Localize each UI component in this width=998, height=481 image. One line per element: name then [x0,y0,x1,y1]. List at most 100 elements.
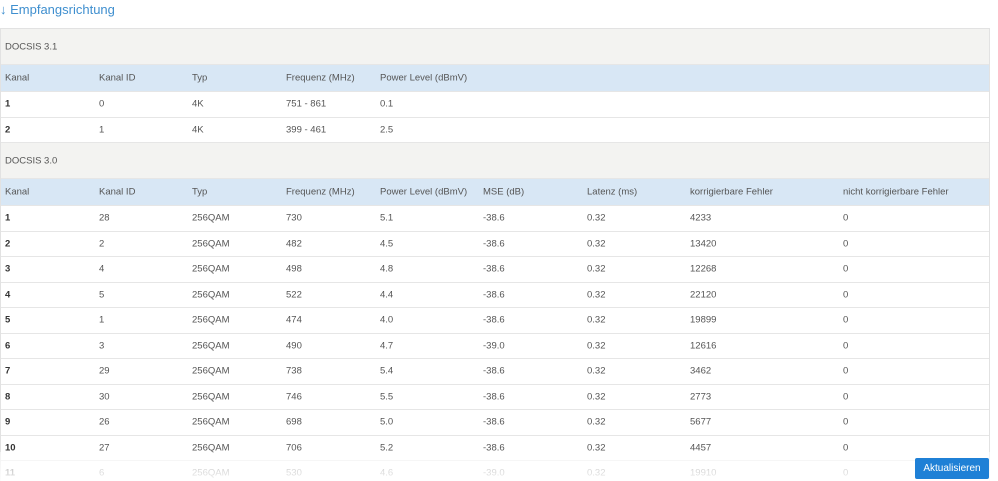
table-cell: 1 [5,98,11,110]
table-cell: 4.8 [380,263,394,275]
table-cell: 256QAM [192,263,230,275]
column-header: Power Level (dBmV) [380,186,468,198]
table-cell: 5.4 [380,365,394,377]
column-header: korrigierbare Fehler [690,186,773,198]
table-cell: 2 [99,238,105,250]
table-cell: -38.6 [483,314,505,326]
table-cell: 746 [286,391,302,403]
table-cell: 29 [99,365,110,377]
table-cell: 4457 [690,442,712,454]
table-cell: 13420 [690,238,717,250]
table-cell: 0.32 [587,212,606,224]
table-cell: 0 [99,98,105,110]
table-cell: 256QAM [192,212,230,224]
table-cell: 1 [5,212,11,224]
table-cell: 2.5 [380,124,394,136]
section-label: DOCSIS 3.1 [5,41,58,52]
section-label: DOCSIS 3.0 [5,155,58,166]
column-header-row: Kanal Kanal ID Typ Frequenz (MHz) Power Leve… [1,65,989,92]
table-cell: 5.5 [380,391,394,403]
table-cell: 0.32 [587,314,606,326]
table-cell: 4.0 [380,314,394,326]
table-cell: 0 [843,212,849,224]
column-header: nicht korrigierbare Fehler [843,186,949,198]
table-row: 9 26 256QAM 698 5.0 -38.6 0.32 5677 0 [1,410,989,436]
table-cell: 0 [843,289,849,301]
table-cell: 5 [5,314,11,326]
column-header: Frequenz (MHz) [286,186,355,198]
table-cell: 0 [843,314,849,326]
table-cell: 730 [286,212,302,224]
table-cell: 2 [5,238,11,250]
column-header-row: Kanal Kanal ID Typ Frequenz (MHz) Power Leve… [1,179,989,206]
table-cell: 256QAM [192,365,230,377]
column-header: Kanal [5,186,30,198]
table-cell: 19899 [690,314,717,326]
table-cell: -38.6 [483,263,505,275]
table-cell: 256QAM [192,314,230,326]
table-cell: 399 - 461 [286,124,327,136]
table-cell: 0 [843,365,849,377]
table-cell: 1 [99,124,105,136]
table-cell: -38.6 [483,212,505,224]
section-header: DOCSIS 3.1 [1,29,989,65]
table-cell: 12616 [690,340,717,352]
table-cell: 256QAM [192,238,230,250]
table-cell: 3 [5,263,11,275]
table-cell: 4.7 [380,340,394,352]
table: DOCSIS 3.1 Kanal Kanal ID Typ Frequenz (MHz)… [0,28,990,481]
table-cell: 2773 [690,391,712,403]
table-cell: 490 [286,340,302,352]
table-cell: 30 [99,391,110,403]
table-cell: 0.32 [587,365,606,377]
table-cell: 0 [843,442,849,454]
table-cell: 498 [286,263,302,275]
table-cell: 0.32 [587,391,606,403]
column-header: Kanal ID [99,186,136,198]
table-row: 6 3 256QAM 490 4.7 -39.0 0.32 12616 0 [1,333,989,359]
table-cell: 256QAM [192,416,230,428]
column-header: Latenz (ms) [587,186,638,198]
table-cell: 5.1 [380,212,394,224]
table-cell: 0 [843,238,849,250]
column-header: Kanal ID [99,72,136,84]
table-cell: 0.32 [587,289,606,301]
table-row: 1 28 256QAM 730 5.1 -38.6 0.32 4233 0 [1,206,989,232]
table-cell: 5.0 [380,416,394,428]
table-cell: 0 [843,263,849,275]
table-cell: 27 [99,442,110,454]
table-cell: 256QAM [192,289,230,301]
table-cell: -39.0 [483,340,505,352]
column-header: Kanal [5,72,30,84]
table-cell: 5677 [690,416,712,428]
table-cell: 5.2 [380,442,394,454]
table-cell: 1 [99,314,105,326]
table-cell: 28 [99,212,110,224]
table-cell: 706 [286,442,302,454]
refresh-button[interactable]: Aktualisieren [915,458,989,479]
table-row: 7 29 256QAM 738 5.4 -38.6 0.32 3462 0 [1,359,989,385]
table-cell: -38.6 [483,442,505,454]
table-cell: 256QAM [192,442,230,454]
table-cell: 9 [5,416,11,428]
table-cell: 26 [99,416,110,428]
table-cell: 4K [192,98,204,110]
table-cell: 4K [192,124,204,136]
column-header: Typ [192,72,208,84]
table-cell: 10 [5,442,16,454]
table-row: 3 4 256QAM 498 4.8 -38.6 0.32 12268 0 [1,257,989,283]
table-cell: 4 [5,289,11,301]
table-cell: 0.32 [587,340,606,352]
table-cell: 0.32 [587,238,606,250]
table-cell: 3 [99,340,105,352]
table-cell: 3462 [690,365,712,377]
column-header: Frequenz (MHz) [286,72,355,84]
column-header: Typ [192,186,208,198]
table-cell: 4 [99,263,105,275]
table-row: 5 1 256QAM 474 4.0 -38.6 0.32 19899 0 [1,308,989,334]
table-cell: 4.5 [380,238,394,250]
table-cell: 482 [286,238,302,250]
table-cell: 4233 [690,212,712,224]
table-cell: 751 - 861 [286,98,327,110]
